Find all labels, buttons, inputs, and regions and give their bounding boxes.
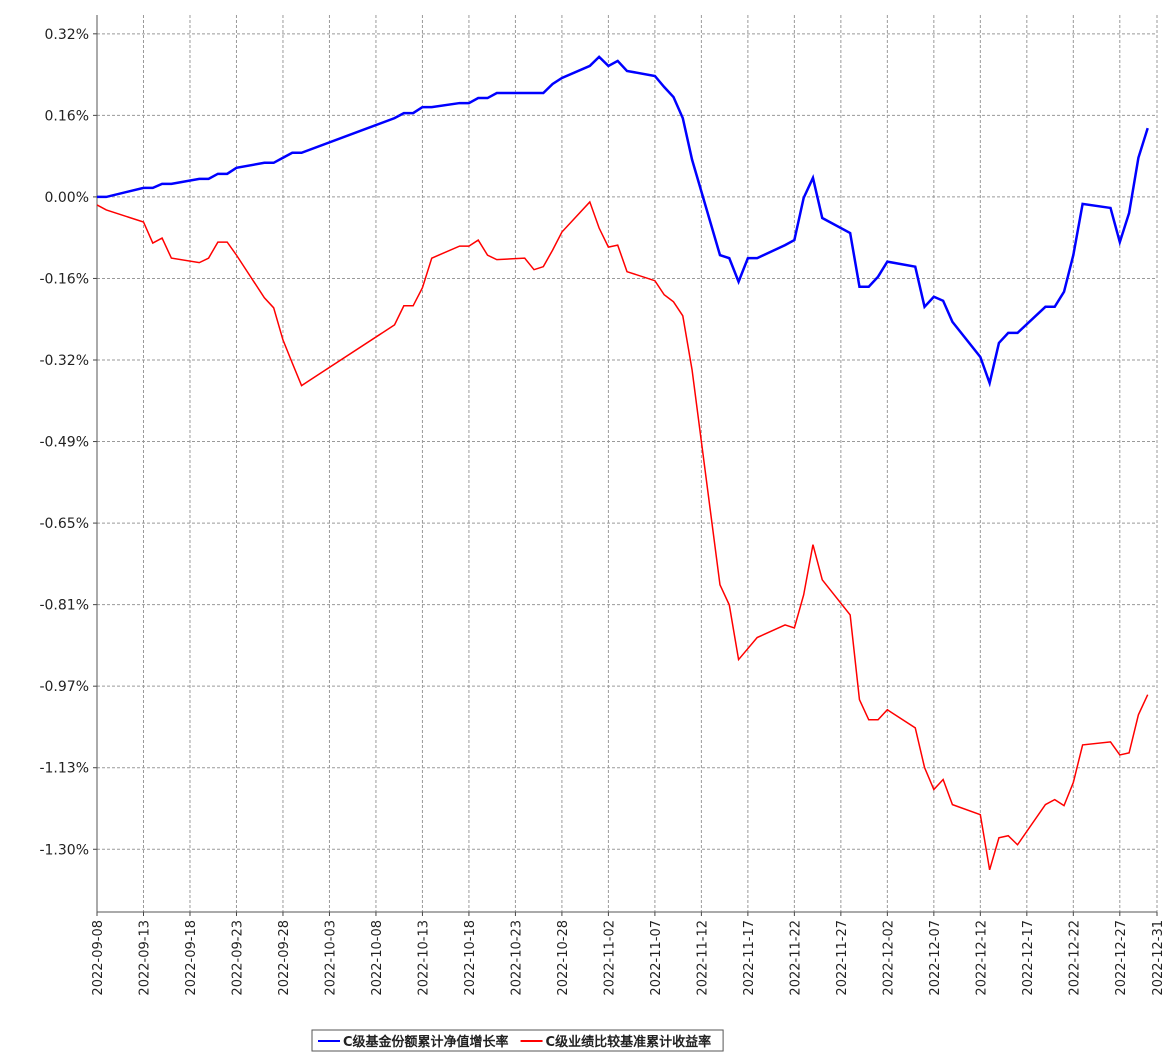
x-tick-label: 2022-10-18 — [463, 920, 478, 996]
y-tick-label: 0.16% — [45, 108, 89, 124]
x-tick-label: 2022-10-28 — [556, 920, 571, 996]
x-tick-label: 2022-11-12 — [695, 920, 710, 996]
y-tick-label: -0.65% — [39, 516, 89, 532]
x-tick-label: 2022-11-27 — [835, 920, 850, 996]
x-tick-label: 2022-11-07 — [649, 920, 664, 996]
x-tick-label: 2022-09-23 — [230, 920, 245, 996]
x-tick-label: 2022-10-03 — [323, 920, 338, 996]
x-tick-label: 2022-12-17 — [1021, 920, 1036, 996]
x-tick-label: 2022-12-31 — [1151, 920, 1163, 996]
legend-box — [311, 1029, 724, 1052]
y-tick-label: -0.16% — [39, 271, 89, 287]
plot-area — [97, 15, 1157, 912]
x-tick-label: 2022-12-02 — [881, 920, 896, 996]
y-tick-label: -0.97% — [39, 679, 89, 695]
x-tick-label: 2022-12-27 — [1114, 920, 1129, 996]
y-tick-label: 0.00% — [45, 190, 89, 206]
x-tick-label: 2022-09-28 — [277, 920, 292, 996]
y-tick-label: 0.32% — [45, 27, 89, 43]
series-line — [97, 55, 1149, 388]
x-tick-label: 2022-11-22 — [788, 920, 803, 996]
x-tick-label: 2022-12-22 — [1067, 920, 1082, 996]
x-tick-label: 2022-10-23 — [509, 920, 524, 996]
x-tick-label: 2022-11-02 — [602, 920, 617, 996]
legend: C级基金份额累计净值增长率 C级业绩比较基准累计收益率 — [311, 1029, 724, 1052]
y-tick-label: -0.32% — [39, 353, 89, 369]
x-tick-label: 2022-10-13 — [416, 920, 431, 996]
y-tick-label: -0.49% — [39, 435, 89, 451]
legend-label: C级基金份额累计净值增长率 — [343, 1034, 509, 1050]
y-tick-label: -0.81% — [39, 598, 89, 614]
legend-label: C级业绩比较基准累计收益率 — [546, 1034, 712, 1050]
x-tick-label: 2022-10-08 — [370, 920, 385, 996]
x-tick-label: 2022-12-07 — [928, 920, 943, 996]
x-tick-label: 2022-11-17 — [742, 920, 757, 996]
y-tick-label: -1.13% — [39, 761, 89, 777]
x-tick-label: 2022-09-13 — [137, 920, 152, 996]
x-tick-label: 2022-12-12 — [974, 920, 989, 996]
x-tick-label: 2022-09-08 — [91, 920, 106, 996]
series-line — [96, 200, 1149, 871]
y-tick-label: -1.30% — [39, 842, 89, 858]
x-tick-label: 2022-09-18 — [184, 920, 199, 996]
